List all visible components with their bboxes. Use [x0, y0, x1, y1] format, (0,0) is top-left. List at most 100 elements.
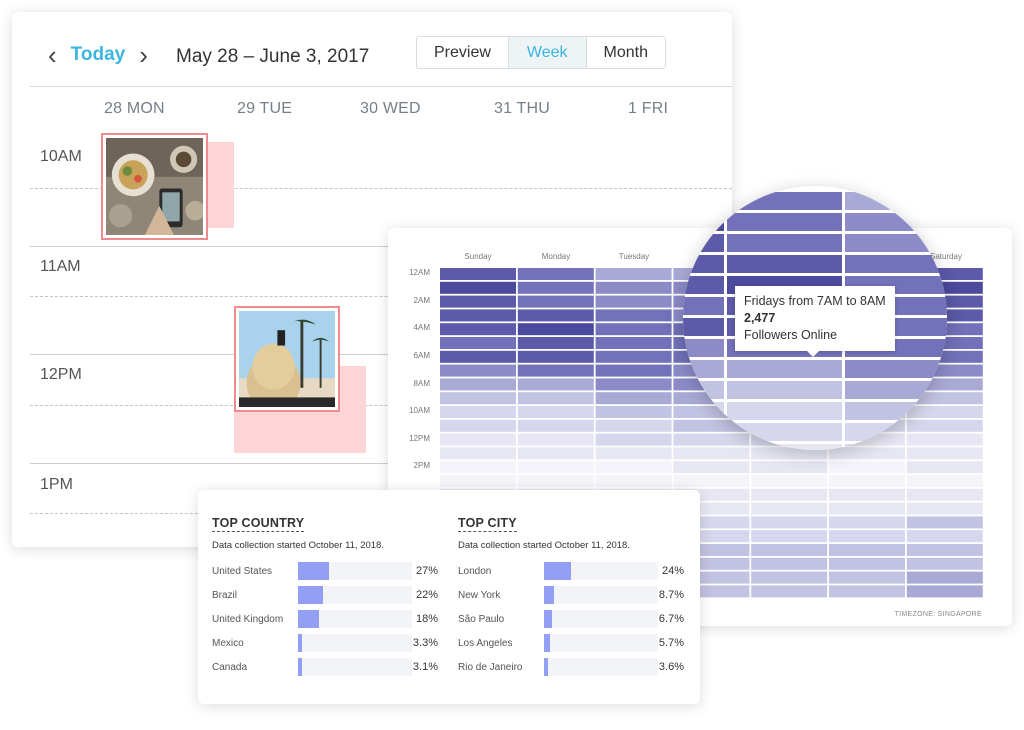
- heatmap-cell[interactable]: [829, 502, 905, 515]
- view-week-button[interactable]: Week: [508, 37, 587, 68]
- heatmap-cell[interactable]: [683, 318, 724, 336]
- heatmap-cell[interactable]: [517, 281, 594, 294]
- heatmap-cell[interactable]: [727, 213, 842, 231]
- heatmap-cell[interactable]: [829, 475, 905, 487]
- heatmap-cell[interactable]: [727, 423, 842, 441]
- heatmap-cell[interactable]: [845, 444, 947, 450]
- heatmap-cell[interactable]: [517, 475, 594, 487]
- heatmap-cell[interactable]: [683, 297, 724, 315]
- heatmap-cell[interactable]: [440, 461, 516, 474]
- heatmap-cell[interactable]: [440, 364, 516, 377]
- heatmap-cell[interactable]: [906, 447, 983, 460]
- heatmap-cell[interactable]: [517, 461, 594, 474]
- heatmap-cell[interactable]: [829, 516, 905, 529]
- heatmap-cell[interactable]: [683, 255, 724, 273]
- chevron-left-icon[interactable]: ‹: [48, 40, 57, 70]
- heatmap-cell[interactable]: [727, 444, 842, 450]
- heatmap-cell[interactable]: [440, 295, 516, 308]
- heatmap-cell[interactable]: [845, 402, 947, 420]
- heatmap-cell[interactable]: [673, 502, 750, 515]
- heatmap-cell[interactable]: [751, 461, 828, 474]
- heatmap-cell[interactable]: [683, 423, 724, 441]
- heatmap-cell[interactable]: [751, 516, 828, 529]
- heatmap-cell[interactable]: [517, 406, 594, 418]
- heatmap-cell[interactable]: [517, 309, 594, 322]
- heatmap-cell[interactable]: [751, 502, 828, 515]
- heatmap-cell[interactable]: [595, 364, 672, 377]
- heatmap-cell[interactable]: [751, 544, 828, 556]
- heatmap-cell[interactable]: [727, 402, 842, 420]
- heatmap-cell[interactable]: [845, 192, 947, 210]
- heatmap-cell[interactable]: [517, 323, 594, 336]
- heatmap-cell[interactable]: [683, 339, 724, 357]
- heatmap-cell[interactable]: [595, 461, 672, 474]
- scheduled-post-food[interactable]: [101, 133, 208, 240]
- heatmap-cell[interactable]: [440, 392, 516, 405]
- heatmap-cell[interactable]: [517, 392, 594, 405]
- heatmap-cell[interactable]: [595, 295, 672, 308]
- heatmap-cell[interactable]: [751, 488, 828, 501]
- heatmap-cell[interactable]: [906, 502, 983, 515]
- heatmap-cell[interactable]: [440, 419, 516, 432]
- heatmap-cell[interactable]: [595, 378, 672, 391]
- heatmap-cell[interactable]: [517, 419, 594, 432]
- heatmap-cell[interactable]: [440, 337, 516, 349]
- heatmap-cell[interactable]: [595, 309, 672, 322]
- heatmap-cell[interactable]: [751, 475, 828, 487]
- heatmap-cell[interactable]: [440, 350, 516, 363]
- heatmap-cell[interactable]: [727, 381, 842, 399]
- heatmap-cell[interactable]: [845, 423, 947, 441]
- heatmap-cell[interactable]: [829, 585, 905, 598]
- heatmap-cell[interactable]: [517, 378, 594, 391]
- scheduled-post-travel[interactable]: [234, 306, 340, 412]
- heatmap-cell[interactable]: [673, 461, 750, 474]
- heatmap-cell[interactable]: [906, 475, 983, 487]
- day-header-mon[interactable]: 28 MON: [104, 100, 165, 117]
- heatmap-cell[interactable]: [906, 585, 983, 598]
- today-button[interactable]: Today: [70, 44, 126, 65]
- heatmap-cell[interactable]: [906, 557, 983, 570]
- heatmap-cell[interactable]: [595, 392, 672, 405]
- heatmap-cell[interactable]: [683, 381, 724, 399]
- heatmap-cell[interactable]: [906, 530, 983, 543]
- heatmap-cell[interactable]: [595, 337, 672, 349]
- heatmap-cell[interactable]: [517, 350, 594, 363]
- heatmap-cell[interactable]: [595, 268, 672, 280]
- top-city-title[interactable]: TOP CITY: [458, 516, 517, 532]
- heatmap-cell[interactable]: [727, 234, 842, 252]
- heatmap-cell[interactable]: [845, 360, 947, 378]
- heatmap-cell[interactable]: [683, 276, 724, 294]
- heatmap-cell[interactable]: [727, 192, 842, 210]
- heatmap-cell[interactable]: [906, 544, 983, 556]
- heatmap-cell[interactable]: [829, 461, 905, 474]
- heatmap-cell[interactable]: [683, 234, 724, 252]
- heatmap-cell[interactable]: [595, 475, 672, 487]
- heatmap-cell[interactable]: [440, 433, 516, 446]
- heatmap-cell[interactable]: [595, 406, 672, 418]
- heatmap-cell[interactable]: [845, 234, 947, 252]
- heatmap-cell[interactable]: [845, 213, 947, 231]
- heatmap-cell[interactable]: [727, 255, 842, 273]
- heatmap-cell[interactable]: [673, 447, 750, 460]
- heatmap-cell[interactable]: [683, 360, 724, 378]
- heatmap-cell[interactable]: [517, 268, 594, 280]
- heatmap-cell[interactable]: [595, 323, 672, 336]
- heatmap-cell[interactable]: [829, 571, 905, 584]
- heatmap-cell[interactable]: [751, 530, 828, 543]
- heatmap-cell[interactable]: [440, 323, 516, 336]
- heatmap-cell[interactable]: [440, 309, 516, 322]
- heatmap-cell[interactable]: [683, 213, 724, 231]
- heatmap-cell[interactable]: [517, 364, 594, 377]
- heatmap-cell[interactable]: [683, 192, 724, 210]
- heatmap-cell[interactable]: [440, 406, 516, 418]
- heatmap-cell[interactable]: [751, 557, 828, 570]
- heatmap-cell[interactable]: [440, 268, 516, 280]
- heatmap-cell[interactable]: [683, 402, 724, 420]
- top-country-title[interactable]: TOP COUNTRY: [212, 516, 305, 532]
- heatmap-cell[interactable]: [595, 447, 672, 460]
- heatmap-cell[interactable]: [829, 557, 905, 570]
- heatmap-cell[interactable]: [906, 516, 983, 529]
- heatmap-cell[interactable]: [595, 419, 672, 432]
- heatmap-cell[interactable]: [829, 530, 905, 543]
- heatmap-cell[interactable]: [595, 350, 672, 363]
